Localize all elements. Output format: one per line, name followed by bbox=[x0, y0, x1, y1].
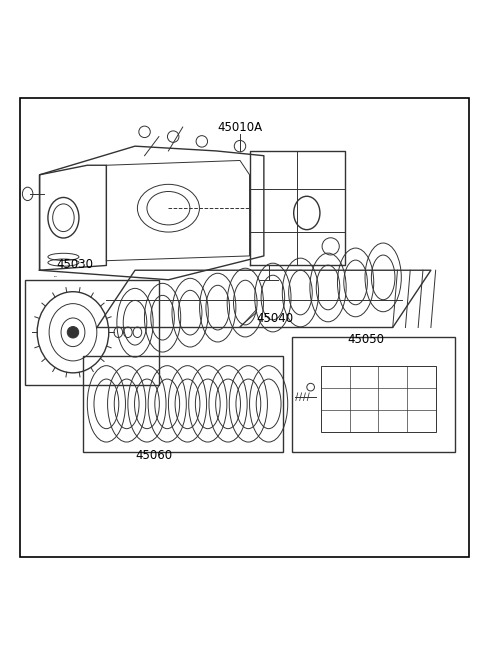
Text: 45010A: 45010A bbox=[217, 121, 263, 134]
Bar bbox=[321, 365, 436, 432]
Text: 45050: 45050 bbox=[348, 333, 384, 346]
Bar bbox=[292, 337, 455, 451]
Circle shape bbox=[67, 327, 79, 338]
Text: 45040: 45040 bbox=[257, 312, 294, 326]
Bar bbox=[83, 356, 283, 451]
Text: 45060: 45060 bbox=[135, 449, 173, 462]
Text: 0.195: 0.195 bbox=[54, 276, 58, 277]
Text: 45030: 45030 bbox=[56, 258, 93, 271]
Bar bbox=[25, 280, 159, 384]
